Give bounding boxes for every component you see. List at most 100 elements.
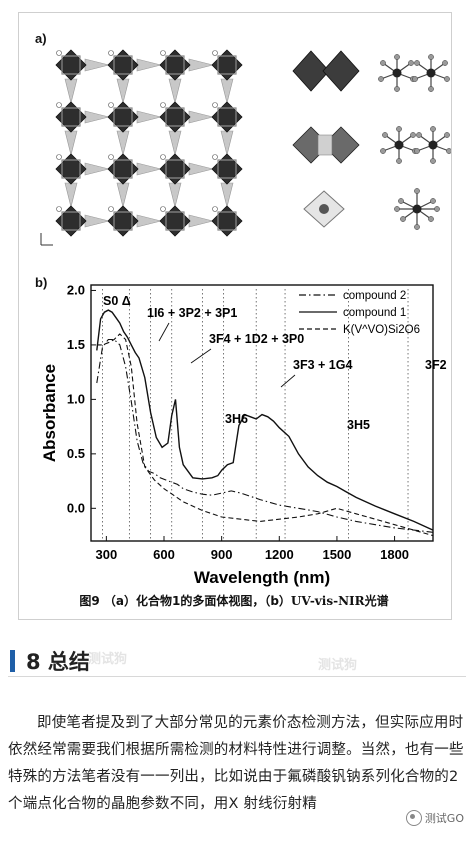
octahedron-outline — [113, 55, 133, 75]
ligand-atom — [408, 60, 414, 66]
x-tick-label: 1800 — [380, 547, 409, 562]
metal-atom — [426, 68, 436, 78]
legend-label: compound 1 — [343, 307, 406, 319]
annotation-arrow — [280, 374, 296, 388]
ligand-atom — [400, 216, 406, 222]
octahedron-outline — [113, 107, 133, 127]
plot-frame — [90, 284, 434, 542]
ligand-atom — [414, 148, 420, 154]
octahedron-outline — [165, 107, 185, 127]
ligand-atom — [414, 188, 420, 194]
panel-a-label: a) — [35, 31, 47, 46]
figure-container: a) b) 300 600 900 1200 1500 1800 0.0 0.5 1.0 1.5 2… — [18, 12, 452, 620]
metal-atom — [394, 140, 404, 150]
ligand-atom — [394, 54, 400, 60]
metal-atom — [428, 140, 438, 150]
ligand-atom — [394, 86, 400, 92]
atom-node — [108, 50, 114, 56]
ligand-atom — [430, 126, 436, 132]
ligand-atom — [396, 158, 402, 164]
panel-b-label: b) — [35, 275, 48, 290]
uv-vis-nir-chart: 300 600 900 1200 1500 1800 0.0 0.5 1.0 1.5 2.0 Wave… — [40, 282, 447, 587]
ligand-atom — [398, 198, 404, 204]
ligand-atom — [446, 148, 451, 154]
ligand-atom — [416, 132, 422, 138]
y-tick-label: 1.0 — [67, 391, 85, 406]
series-line-2 — [96, 309, 434, 531]
x-tick-label: 900 — [211, 547, 233, 562]
legend-label: compound 2 — [343, 290, 406, 302]
ligand-atom — [394, 206, 400, 212]
ligand-atom — [412, 76, 418, 82]
ligand-atom — [428, 54, 434, 60]
metal-atom — [412, 204, 422, 214]
transition-annotation: 3F4 + 1D2 + 3P0 — [209, 332, 304, 346]
atom-node — [56, 50, 62, 56]
atom-node — [56, 102, 62, 108]
x-tick-label: 1500 — [322, 547, 351, 562]
octahedron-cluster — [159, 153, 191, 185]
x-tick-label: 600 — [153, 547, 175, 562]
ligand-atom — [434, 206, 440, 212]
octahedron-cluster — [211, 101, 243, 133]
polyhedral-view-illustration — [40, 49, 451, 246]
ligand-atom — [396, 126, 402, 132]
brand-badge: 测试GO — [401, 808, 468, 828]
framework-lattice — [55, 49, 243, 237]
atom-node — [108, 154, 114, 160]
octahedron-cluster — [55, 101, 87, 133]
octahedron-cluster — [211, 205, 243, 237]
octahedron-cluster — [159, 49, 191, 81]
octahedron-cluster — [107, 101, 139, 133]
octahedron-outline — [217, 55, 237, 75]
octahedron-outline — [217, 107, 237, 127]
coordination-details — [292, 50, 451, 230]
transition-annotation: 3H6 — [225, 412, 248, 426]
x-axis-label: Wavelength (nm) — [194, 568, 330, 587]
x-tick-label: 1200 — [265, 547, 294, 562]
y-tick-label: 0.0 — [67, 500, 85, 515]
octahedron-cluster — [159, 101, 191, 133]
ligand-atom — [430, 198, 436, 204]
atom-node — [160, 50, 166, 56]
octahedron-outline — [61, 107, 81, 127]
ligand-atom — [428, 86, 434, 92]
figure-caption: 图9 （a）化合物1的多面体视图，（b）UV-vis-NIR光谱 — [18, 592, 450, 609]
atom-node — [56, 154, 62, 160]
body-paragraph: 即使笔者提及到了大部分常见的元素价态检测方法，但实际应用时依然经常需要我们根据所… — [8, 715, 464, 812]
chart-legend: compound 2 compound 1 K(V^VO)Si2O6 — [299, 290, 420, 336]
metal-atom — [392, 68, 402, 78]
ligand-atom — [444, 76, 450, 82]
octahedron-cluster — [211, 153, 243, 185]
octahedron-outline — [113, 211, 133, 231]
transition-annotation: 3F2 — [425, 358, 447, 372]
ligand-atom — [442, 60, 448, 66]
y-tick-label: 0.5 — [67, 446, 85, 461]
series-line-1 — [96, 338, 434, 533]
central-atom — [319, 204, 329, 214]
atom-node — [212, 154, 218, 160]
atom-node — [108, 102, 114, 108]
octahedron-outline — [113, 159, 133, 179]
atom-node — [212, 102, 218, 108]
ligand-atom — [430, 158, 436, 164]
octahedron-cluster — [107, 205, 139, 237]
octahedron-outline — [61, 159, 81, 179]
octahedron-outline — [61, 55, 81, 75]
annotation-arrow — [158, 322, 170, 342]
octahedron-cluster — [55, 49, 87, 81]
ligand-atom — [380, 148, 386, 154]
transition-annotation: S0 Δ — [103, 294, 131, 308]
octahedron-outline — [217, 159, 237, 179]
octahedron-outline — [61, 211, 81, 231]
atom-node — [160, 154, 166, 160]
atom-node — [160, 206, 166, 212]
transition-annotation: 3H5 — [347, 418, 370, 432]
atom-node — [108, 206, 114, 212]
octahedron-cluster — [55, 153, 87, 185]
ligand-atom — [382, 132, 388, 138]
octahedron-cluster — [159, 205, 191, 237]
series-line-3 — [96, 333, 434, 537]
caption-prefix: 图9 （a）化合物1的多面体视图，（b） — [79, 594, 291, 608]
octahedron-cluster — [107, 49, 139, 81]
